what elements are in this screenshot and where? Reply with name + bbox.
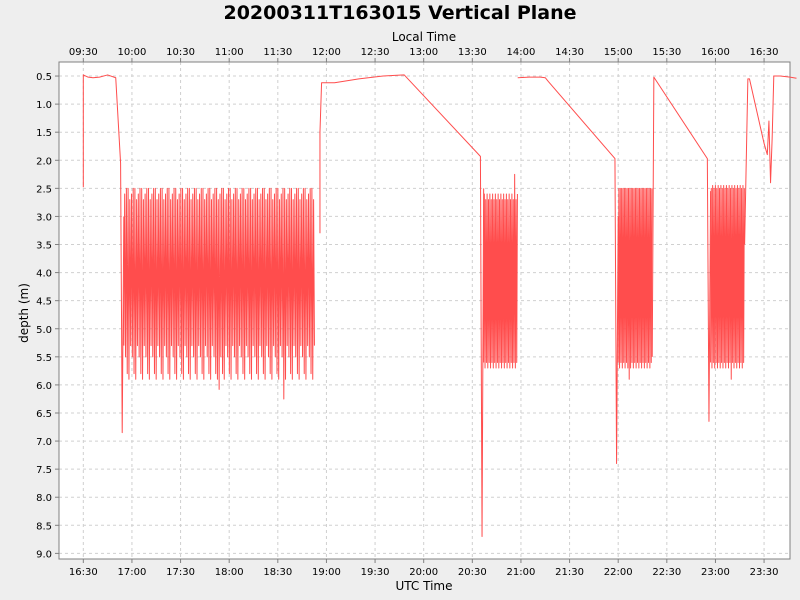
y-tick-label: 2.0 <box>36 156 52 167</box>
series-line <box>82 74 125 434</box>
x-tick-label: 22:00 <box>604 567 633 578</box>
x-tick-label: 18:30 <box>263 567 292 578</box>
x-tick-label: 17:00 <box>118 567 147 578</box>
y-axis-label: depth (m) <box>17 283 31 343</box>
x2-tick-label: 13:30 <box>458 47 487 58</box>
x2-tick-label: 15:00 <box>604 47 633 58</box>
series-line <box>651 76 712 422</box>
x2-tick-label: 10:00 <box>118 47 147 58</box>
x2-tick-label: 10:30 <box>166 47 195 58</box>
x-tick-label: 16:30 <box>69 567 98 578</box>
x-tick-label: 18:00 <box>215 567 244 578</box>
series-line <box>123 187 315 400</box>
x2-tick-label: 11:00 <box>215 47 244 58</box>
x2-tick-label: 16:30 <box>750 47 779 58</box>
y-tick-label: 5.5 <box>36 353 52 364</box>
y-tick-label: 6.5 <box>36 409 52 420</box>
y-tick-label: 5.0 <box>36 325 52 336</box>
x-tick-label: 19:30 <box>361 567 390 578</box>
x-axis-label: UTC Time <box>396 579 453 593</box>
x2-axis-label: Local Time <box>392 30 456 44</box>
x2-tick-label: 15:30 <box>652 47 681 58</box>
y-tick-label: 3.0 <box>36 212 52 223</box>
y-tick-label: 1.5 <box>36 128 52 139</box>
x-tick-label: 20:30 <box>458 567 487 578</box>
series-line <box>319 74 485 538</box>
series-line <box>517 76 619 465</box>
y-tick-label: 2.5 <box>36 184 52 195</box>
y-tick-label: 7.5 <box>36 465 52 476</box>
y-tick-label: 7.0 <box>36 437 52 448</box>
chart-title: 20200311T163015 Vertical Plane <box>223 2 576 24</box>
series-line <box>710 185 745 380</box>
x-tick-label: 22:30 <box>652 567 681 578</box>
y-tick-label: 3.5 <box>36 241 52 252</box>
series-layer <box>82 74 797 538</box>
x2-tick-label: 09:30 <box>69 47 98 58</box>
y-tick-label: 0.5 <box>36 72 52 83</box>
x-tick-label: 20:00 <box>409 567 438 578</box>
x-tick-label: 17:30 <box>166 567 195 578</box>
x-tick-label: 23:00 <box>701 567 730 578</box>
y-tick-label: 8.0 <box>36 493 52 504</box>
series-line <box>483 173 518 369</box>
plot-frame <box>58 61 791 560</box>
y-tick-label: 8.5 <box>36 521 52 532</box>
x2-tick-label: 12:30 <box>361 47 390 58</box>
series-line <box>617 187 653 380</box>
x2-tick-label: 11:30 <box>263 47 292 58</box>
y-tick-label: 1.0 <box>36 100 52 111</box>
series-line <box>744 75 797 245</box>
x2-tick-label: 14:30 <box>555 47 584 58</box>
x2-tick-label: 13:00 <box>409 47 438 58</box>
x-tick-label: 21:00 <box>507 567 536 578</box>
x2-tick-label: 14:00 <box>507 47 536 58</box>
y-tick-label: 4.5 <box>36 297 52 308</box>
x-tick-label: 21:30 <box>555 567 584 578</box>
x2-tick-label: 12:00 <box>312 47 341 58</box>
y-tick-label: 4.0 <box>36 269 52 280</box>
axes-layer: 16:30 09:30 17:00 10:00 17:30 10:30 18:00 11:00… <box>36 47 791 578</box>
x-tick-label: 19:00 <box>312 567 341 578</box>
y-tick-label: 9.0 <box>36 549 52 560</box>
y-tick-label: 6.0 <box>36 381 52 392</box>
x2-tick-label: 16:00 <box>701 47 730 58</box>
x-tick-label: 23:30 <box>750 567 779 578</box>
